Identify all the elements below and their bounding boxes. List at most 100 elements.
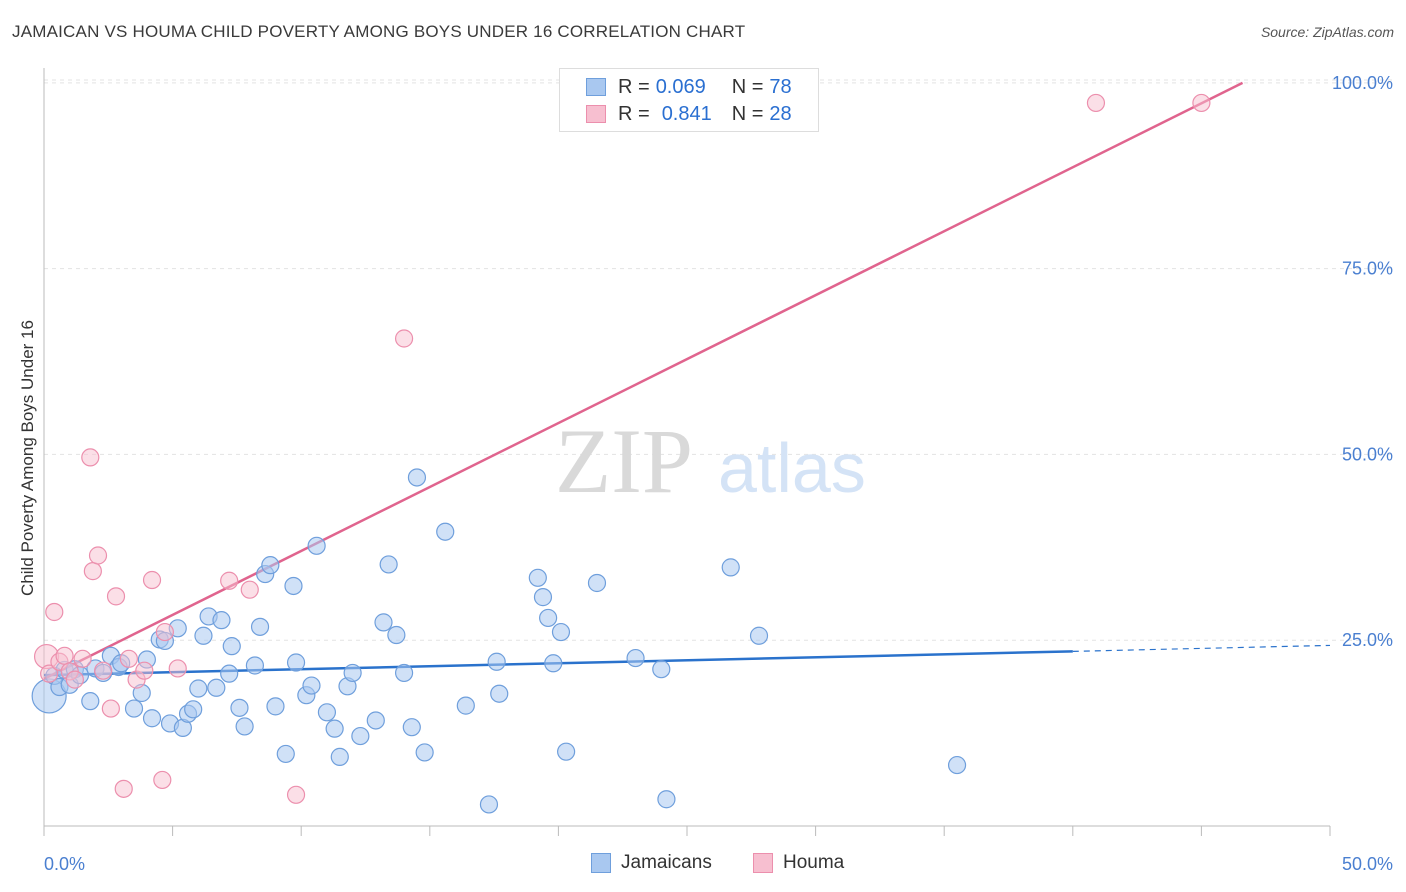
houma-point — [65, 670, 84, 689]
jamaicans-point — [415, 743, 434, 762]
houma-point — [81, 448, 100, 467]
jamaicans-point — [317, 703, 337, 722]
jamaicans-point — [245, 656, 265, 675]
houma-point — [94, 661, 113, 680]
houma-point — [119, 649, 138, 668]
grid-lines — [44, 79, 1392, 641]
jamaicans-point — [261, 556, 280, 575]
x-tick-label: 0.0% — [44, 854, 85, 874]
jamaicans-point — [230, 698, 249, 717]
jamaicans-point — [124, 699, 144, 718]
jamaicans-point — [394, 663, 414, 683]
legend-r-value: 0.069 — [655, 75, 706, 98]
jamaicans-point — [490, 684, 509, 703]
jamaicans-point — [402, 718, 421, 737]
jamaicans-point — [652, 660, 671, 679]
legend-swatch-houma — [586, 105, 606, 123]
jamaicans-point — [212, 611, 231, 630]
jamaicans-point — [351, 726, 370, 746]
bottom-legend-label-jamaicans: Jamaicans — [621, 852, 712, 873]
jamaicans-point — [657, 790, 676, 809]
jamaicans-point — [307, 536, 326, 555]
chart-title: JAMAICAN VS HOUMA CHILD POVERTY AMONG BO… — [12, 22, 746, 41]
jamaicans-point — [721, 558, 740, 577]
houma-point — [240, 580, 259, 599]
houma-point — [142, 570, 162, 590]
jamaicans-point — [436, 522, 455, 541]
y-tick-labels: 25.0% 50.0% 75.0% 100.0% — [1332, 73, 1393, 650]
source-label: Source: ZipAtlas.com — [1260, 24, 1394, 40]
houma-point — [394, 329, 414, 348]
jamaicans-point — [302, 676, 321, 695]
jamaicans-point — [184, 700, 203, 719]
jamaicans-point — [487, 652, 506, 671]
legend-r-value: 0.841 — [661, 102, 712, 125]
jamaicans-point — [284, 576, 303, 596]
jamaicans-point — [479, 795, 499, 814]
jamaicans-point — [220, 664, 239, 683]
legend-r-label: R = — [618, 102, 650, 125]
jamaicans-point — [379, 555, 398, 574]
y-tick-label: 100.0% — [1332, 73, 1393, 93]
bottom-legend-jamaicans: Jamaicans — [591, 852, 712, 874]
houma-point — [45, 602, 64, 622]
jamaicans-point — [330, 747, 349, 766]
jamaicans-point — [194, 626, 213, 645]
jamaicans-point — [947, 755, 967, 775]
y-axis-label: Child Poverty Among Boys Under 16 — [18, 320, 37, 596]
bottom-legend-swatch-houma — [753, 853, 773, 873]
jamaicans-points — [31, 468, 967, 814]
jamaicans-point — [81, 692, 100, 711]
jamaicans-point — [325, 719, 344, 738]
jamaicans-trend-extension — [1072, 644, 1331, 652]
houma-point — [55, 646, 74, 665]
bottom-legend: Jamaicans Houma — [0, 852, 1406, 876]
jamaicans-point — [142, 709, 162, 728]
houma-point — [73, 649, 92, 668]
jamaicans-point — [343, 663, 362, 683]
legend-swatch-jamaicans — [586, 78, 606, 96]
bottom-legend-houma: Houma — [753, 852, 844, 874]
jamaicans-point — [587, 573, 607, 593]
legend: R = 0.069 N = 78 R = 0.841 N = 28 — [559, 68, 819, 132]
bottom-legend-swatch-jamaicans — [591, 853, 611, 873]
houma-point — [106, 587, 126, 606]
y-tick-label: 75.0% — [1342, 259, 1393, 279]
y-tick-label: 50.0% — [1342, 444, 1393, 464]
jamaicans-point — [551, 622, 571, 642]
houma-point — [168, 659, 187, 678]
houma-point — [40, 664, 59, 683]
jamaicans-point — [533, 588, 553, 607]
legend-n-label: N = — [731, 75, 764, 98]
legend-n-value: 28 — [769, 102, 792, 125]
legend-n-label: N = — [731, 102, 764, 125]
houma-point — [83, 562, 102, 581]
houma-point — [114, 779, 133, 798]
jamaicans-point — [387, 625, 406, 645]
jamaicans-point — [276, 744, 295, 764]
jamaicans-point — [407, 468, 427, 487]
jamaicans-point — [374, 613, 393, 632]
jamaicans-point — [528, 568, 547, 587]
jamaicans-point — [207, 678, 226, 697]
jamaicans-point — [286, 653, 306, 672]
houma-trend-line — [43, 81, 1244, 680]
jamaicans-point — [189, 679, 208, 698]
legend-n-value: 78 — [769, 75, 792, 98]
houma-point — [155, 622, 174, 642]
houma-points — [33, 93, 1211, 804]
jamaicans-point — [539, 608, 558, 628]
legend-row-jamaicans: R = 0.069 N = 78 — [586, 75, 792, 99]
y-tick-label: 25.0% — [1342, 630, 1393, 650]
legend-r-label: R = — [618, 75, 650, 98]
jamaicans-point — [266, 697, 285, 716]
jamaicans-point — [557, 742, 576, 761]
watermark-atlas: atlas — [718, 429, 866, 507]
houma-point — [153, 770, 172, 790]
watermark-zip: ZIP — [555, 410, 693, 512]
trend-lines — [43, 81, 1331, 680]
jamaicans-point — [749, 626, 769, 645]
jamaicans-point — [626, 648, 645, 668]
jamaicans-point — [235, 717, 254, 736]
